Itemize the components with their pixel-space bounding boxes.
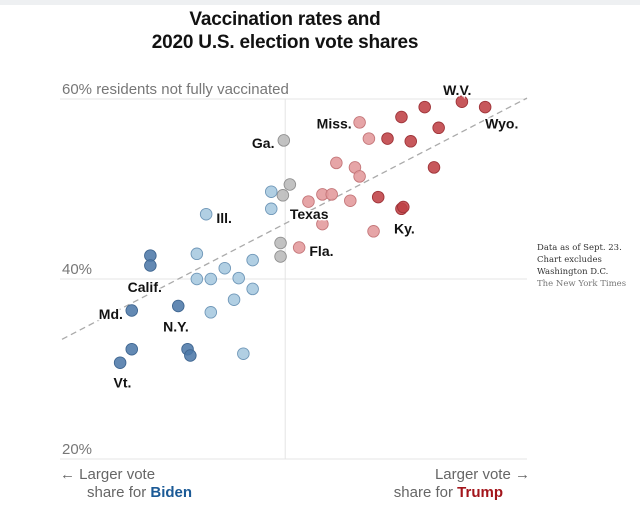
biden-label: Biden — [150, 484, 193, 501]
trump-label: Trump — [457, 484, 503, 501]
data-point — [381, 132, 394, 145]
data-point-wv — [455, 95, 469, 108]
top-bar — [0, 0, 640, 5]
data-points — [113, 95, 492, 369]
data-point — [367, 225, 380, 238]
data-point — [184, 349, 197, 362]
data-point — [432, 121, 445, 135]
point-label: Calif. — [128, 279, 162, 295]
point-label: Ga. — [252, 135, 275, 151]
right-label-line-1: Larger vote — [434, 466, 511, 483]
data-point — [227, 293, 241, 306]
left-label-line-1: Larger vote — [79, 466, 156, 483]
point-label: Texas — [290, 206, 329, 222]
data-point — [344, 194, 357, 207]
point-label: W.V. — [443, 82, 471, 98]
data-point — [283, 178, 297, 191]
data-point — [265, 185, 278, 198]
data-point — [190, 247, 204, 261]
chart-note: Data as of Sept. 23. Chart excludes Wash… — [537, 242, 626, 290]
right-label-prefix: share for — [393, 484, 458, 501]
chart-title: Vaccination rates and 2020 U.S. election… — [0, 8, 570, 54]
note-excludes: Chart excludes — [537, 255, 602, 265]
y-tick-label: 60% residents not fully vaccinated — [62, 81, 289, 98]
point-label: Fla. — [309, 243, 333, 259]
y-tick-label: 40% — [62, 261, 92, 278]
data-point — [418, 100, 431, 114]
right-arrow-icon: → — [515, 466, 530, 483]
data-point-vt — [113, 356, 127, 369]
data-point-miss — [353, 116, 366, 129]
point-label: Wyo. — [485, 115, 518, 131]
data-point — [316, 217, 329, 231]
data-point — [330, 156, 343, 170]
data-point — [302, 195, 315, 208]
data-point — [246, 253, 259, 267]
point-label: Vt. — [114, 375, 132, 391]
data-point — [246, 282, 259, 296]
trendline-path — [61, 97, 528, 340]
data-point-wyo — [478, 100, 492, 114]
data-point — [371, 190, 385, 204]
data-point — [232, 271, 245, 285]
left-label-prefix: share for — [87, 484, 151, 501]
chart-title-line-2: 2020 U.S. election vote shares — [151, 32, 419, 53]
data-point — [237, 347, 250, 360]
data-point-fla — [292, 241, 306, 254]
data-point-ill — [199, 207, 213, 221]
data-point — [397, 200, 410, 214]
data-point-ga — [277, 134, 291, 147]
point-label: Md. — [99, 306, 123, 322]
data-point — [274, 250, 287, 263]
source-credit: The New York Times — [537, 279, 627, 289]
note-date: Data as of Sept. 23. — [537, 243, 622, 253]
data-point — [362, 132, 376, 145]
chart-title-line-1: Vaccination rates and — [189, 9, 381, 30]
data-point-ny — [171, 299, 185, 313]
data-point-calif — [144, 259, 157, 272]
data-point — [204, 306, 218, 319]
data-point-texas — [276, 189, 290, 202]
data-point — [395, 110, 408, 124]
data-point — [427, 161, 441, 174]
trendline — [61, 97, 528, 340]
point-labels: W.V. Wyo. Miss. Ga. Texas Ky. Ill. Fla. Calif. Md… — [97, 81, 520, 393]
data-point — [190, 272, 204, 286]
data-point — [125, 342, 138, 356]
x-axis-label-right: Larger vote → share for Trump — [385, 466, 530, 502]
note-excluded-area: Washington D.C. — [537, 267, 609, 277]
data-point — [404, 135, 418, 148]
grid-lines — [60, 98, 527, 460]
data-point — [353, 170, 366, 183]
y-tick-labels: 60% residents not fully vaccinated 40% 20% — [62, 81, 289, 458]
y-tick-label: 20% — [62, 441, 92, 458]
data-point — [265, 202, 278, 216]
point-label: Ky. — [394, 221, 415, 237]
x-axis-label-left: ← Larger vote share for Biden — [60, 466, 192, 502]
data-point — [218, 261, 231, 275]
left-arrow-icon: ← — [60, 466, 75, 483]
point-label: Miss. — [317, 115, 352, 131]
data-point — [274, 236, 287, 250]
point-label: Ill. — [216, 210, 232, 226]
data-point — [204, 272, 218, 286]
data-point-md — [125, 304, 138, 317]
point-label: N.Y. — [163, 319, 189, 335]
data-point — [325, 188, 338, 201]
